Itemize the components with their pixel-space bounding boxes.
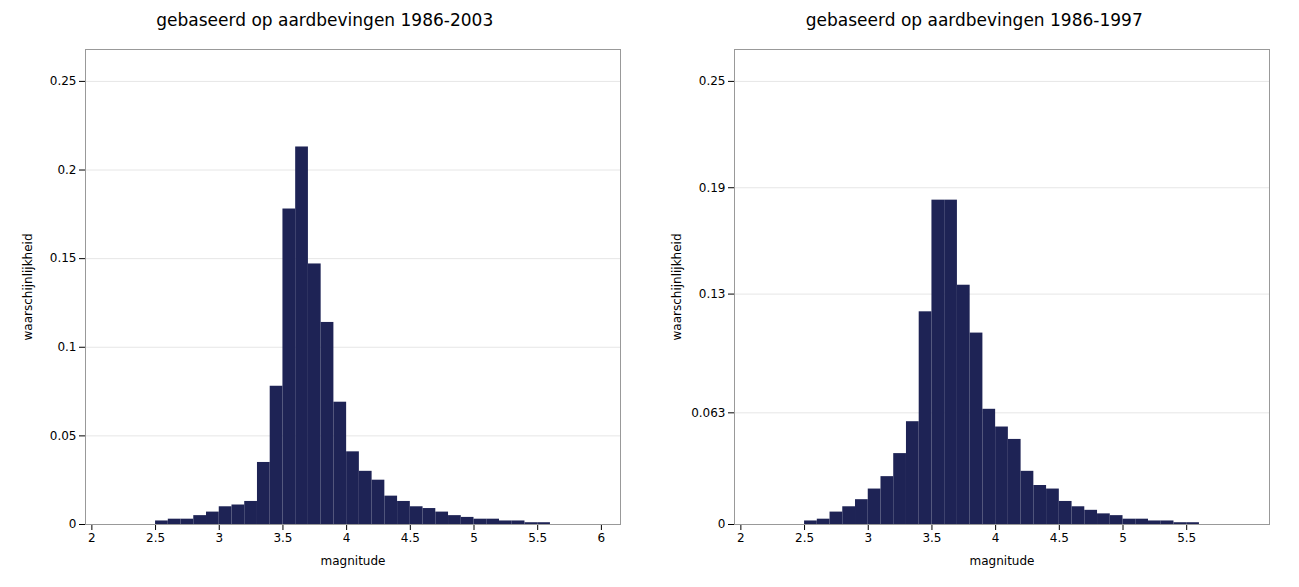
svg-text:4.5: 4.5 xyxy=(1050,531,1069,545)
svg-text:0.2: 0.2 xyxy=(57,163,76,177)
html-text:gebaseerd op aardbevingen 1986: gebaseerd op aardbevingen 1986-1997 xyxy=(805,10,1143,30)
svg-text:waarschijnlijkheid: waarschijnlijkheid xyxy=(21,233,35,340)
svg-text:0.15: 0.15 xyxy=(50,251,77,265)
svg-text:2: 2 xyxy=(737,531,745,545)
svg-text:3.5: 3.5 xyxy=(923,531,942,545)
svg-text:0.1: 0.1 xyxy=(57,340,76,354)
svg-text:3: 3 xyxy=(865,531,873,545)
svg-text:2: 2 xyxy=(88,531,96,545)
svg-text:5: 5 xyxy=(470,531,478,545)
svg-text:4: 4 xyxy=(992,531,1000,545)
svg-text:2.5: 2.5 xyxy=(795,531,814,545)
svg-text:5: 5 xyxy=(1119,531,1127,545)
html-text:gebaseerd op aardbevingen 1986: gebaseerd op aardbevingen 1986-2003 xyxy=(156,10,494,30)
svg-text:0.05: 0.05 xyxy=(50,429,77,443)
svg-text:2.5: 2.5 xyxy=(146,531,165,545)
svg-text:0.25: 0.25 xyxy=(50,74,77,88)
svg-text:5.5: 5.5 xyxy=(528,531,547,545)
svg-text:6: 6 xyxy=(597,531,605,545)
svg-text:0.063: 0.063 xyxy=(691,406,725,420)
svg-text:3: 3 xyxy=(215,531,223,545)
svg-text:3.5: 3.5 xyxy=(273,531,292,545)
svg-text:0.19: 0.19 xyxy=(699,181,726,195)
svg-text:5.5: 5.5 xyxy=(1177,531,1196,545)
svg-text:magnitude: magnitude xyxy=(320,554,385,568)
svg-text:0.25: 0.25 xyxy=(699,74,726,88)
svg-text:4: 4 xyxy=(343,531,351,545)
svg-text:0: 0 xyxy=(718,517,726,531)
svg-text:4.5: 4.5 xyxy=(401,531,420,545)
svg-text:0.13: 0.13 xyxy=(699,287,726,301)
svg-text:waarschijnlijkheid: waarschijnlijkheid xyxy=(670,233,684,340)
svg-text:0: 0 xyxy=(69,517,77,531)
svg-text:magnitude: magnitude xyxy=(970,554,1035,568)
